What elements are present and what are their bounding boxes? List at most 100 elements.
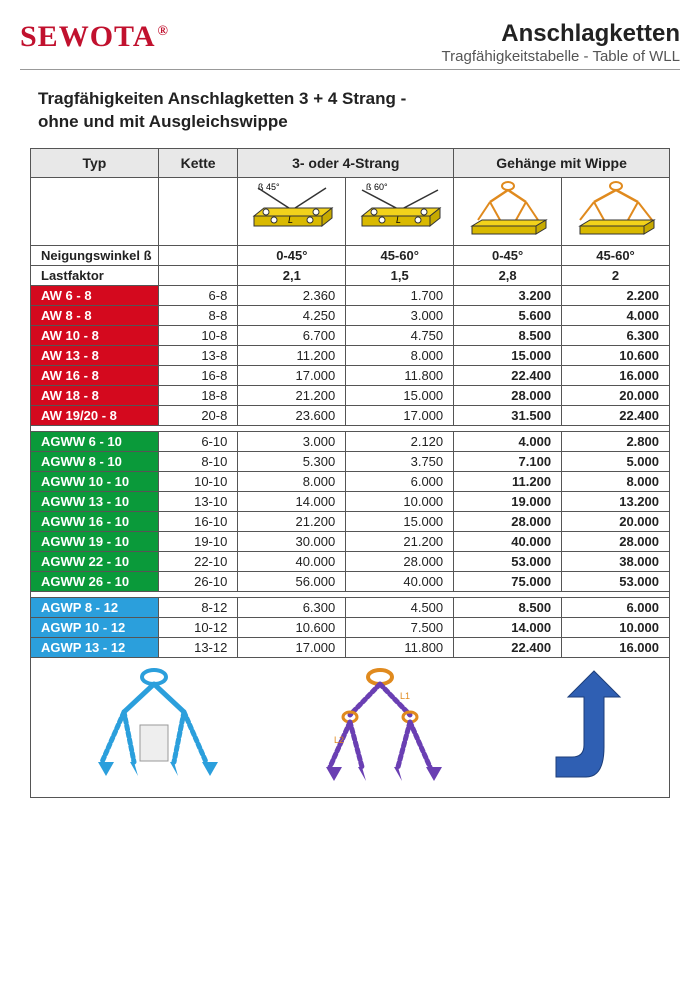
cell-val-bold: 28.000: [454, 511, 562, 531]
cell-val: 4.750: [346, 325, 454, 345]
cell-val-bold: 15.000: [454, 345, 562, 365]
table-row: AGWP 13 - 1213-1217.00011.80022.40016.00…: [31, 637, 670, 657]
cell-typ: AGWW 22 - 10: [31, 551, 159, 571]
cell-val: 23.600: [238, 405, 346, 425]
cell-kette: 16-8: [158, 365, 238, 385]
cell-typ: AGWW 8 - 10: [31, 451, 159, 471]
col-kette: Kette: [158, 148, 238, 177]
cell-val: 8.000: [346, 345, 454, 365]
blank-cell: [158, 265, 238, 285]
angle-row: Neigungswinkel ß 0-45° 45-60° 0-45° 45-6…: [31, 245, 670, 265]
cell-kette: 13-8: [158, 345, 238, 365]
cell-val: 21.200: [346, 531, 454, 551]
svg-text:L: L: [396, 215, 401, 225]
curved-arrow-icon: [526, 667, 626, 787]
cell-val: 6.000: [346, 471, 454, 491]
cell-val-bold: 16.000: [562, 637, 670, 657]
cell-val: 56.000: [238, 571, 346, 591]
lf-a: 2,1: [238, 265, 346, 285]
cell-val: 11.200: [238, 345, 346, 365]
wippe-icon: [460, 180, 556, 240]
cell-val-bold: 53.000: [454, 551, 562, 571]
lastfaktor-label: Lastfaktor: [31, 265, 159, 285]
angle-b: 45-60°: [346, 245, 454, 265]
cell-val-bold: 3.200: [454, 285, 562, 305]
cell-val-bold: 13.200: [562, 491, 670, 511]
cell-val: 4.500: [346, 597, 454, 617]
cell-val: 40.000: [238, 551, 346, 571]
cell-val-bold: 31.500: [454, 405, 562, 425]
table-row: AGWW 22 - 1022-1040.00028.00053.00038.00…: [31, 551, 670, 571]
cell-typ: AGWW 13 - 10: [31, 491, 159, 511]
cell-kette: 13-12: [158, 637, 238, 657]
page-title: Anschlagketten: [442, 20, 680, 48]
cell-val-bold: 16.000: [562, 365, 670, 385]
blank-cell: [31, 177, 159, 245]
col-typ: Typ: [31, 148, 159, 177]
cell-val: 30.000: [238, 531, 346, 551]
cell-val-bold: 14.000: [454, 617, 562, 637]
lf-d: 2: [562, 265, 670, 285]
cell-val-bold: 38.000: [562, 551, 670, 571]
cell-kette: 10-10: [158, 471, 238, 491]
wll-table: Typ Kette 3- oder 4-Strang Gehänge mit W…: [30, 148, 670, 658]
cell-val-bold: 19.000: [454, 491, 562, 511]
table-row: AGWP 8 - 128-126.3004.5008.5006.000: [31, 597, 670, 617]
angle-label: Neigungswinkel ß: [31, 245, 159, 265]
table-row: AGWW 6 - 106-103.0002.1204.0002.800: [31, 431, 670, 451]
cell-kette: 8-8: [158, 305, 238, 325]
cell-val-bold: 28.000: [562, 531, 670, 551]
table-row: AGWW 26 - 1026-1056.00040.00075.00053.00…: [31, 571, 670, 591]
cell-val-bold: 8.000: [562, 471, 670, 491]
page-header: SEWOTA® Anschlagketten Tragfähigkeitstab…: [20, 20, 680, 70]
cell-typ: AW 10 - 8: [31, 325, 159, 345]
wippe-icon: [568, 180, 664, 240]
cell-kette: 13-10: [158, 491, 238, 511]
cell-val: 3.000: [238, 431, 346, 451]
cell-val: 17.000: [238, 365, 346, 385]
footer-illustration: L1 L2: [30, 658, 670, 798]
cell-val-bold: 4.000: [562, 305, 670, 325]
cell-typ: AW 6 - 8: [31, 285, 159, 305]
cell-kette: 8-12: [158, 597, 238, 617]
cell-val: 5.300: [238, 451, 346, 471]
angle-label: ß 60°: [366, 182, 388, 192]
cell-val: 21.200: [238, 385, 346, 405]
diagram-45-plate: ß 45° L: [238, 177, 346, 245]
cell-val-bold: 20.000: [562, 385, 670, 405]
cell-kette: 26-10: [158, 571, 238, 591]
svg-text:L2: L2: [334, 735, 344, 745]
table-row: AW 6 - 86-82.3601.7003.2002.200: [31, 285, 670, 305]
cell-kette: 10-8: [158, 325, 238, 345]
col-wippe: Gehänge mit Wippe: [454, 148, 670, 177]
table-row: AGWW 8 - 108-105.3003.7507.1005.000: [31, 451, 670, 471]
title-line-2: ohne und mit Ausgleichswippe: [38, 112, 288, 131]
table-row: AW 18 - 818-821.20015.00028.00020.000: [31, 385, 670, 405]
plate-icon: ß 60° L: [352, 180, 448, 240]
cell-val: 11.800: [346, 637, 454, 657]
table-row: AGWW 19 - 1019-1030.00021.20040.00028.00…: [31, 531, 670, 551]
cell-typ: AW 19/20 - 8: [31, 405, 159, 425]
cell-kette: 19-10: [158, 531, 238, 551]
table-row: AGWW 10 - 1010-108.0006.00011.2008.000: [31, 471, 670, 491]
cell-val-bold: 10.000: [562, 617, 670, 637]
cell-typ: AGWP 10 - 12: [31, 617, 159, 637]
cell-typ: AW 13 - 8: [31, 345, 159, 365]
col-34strang: 3- oder 4-Strang: [238, 148, 454, 177]
cell-kette: 6-8: [158, 285, 238, 305]
cell-val-bold: 22.400: [562, 405, 670, 425]
cell-val: 14.000: [238, 491, 346, 511]
cell-val-bold: 7.100: [454, 451, 562, 471]
cell-val-bold: 75.000: [454, 571, 562, 591]
diagram-45-wippe: [454, 177, 562, 245]
cell-val: 7.500: [346, 617, 454, 637]
brand-text: SEWOTA: [20, 20, 155, 53]
cell-val-bold: 10.600: [562, 345, 670, 365]
chain-sling-blue-icon: [74, 667, 234, 787]
cell-val: 2.360: [238, 285, 346, 305]
cell-val-bold: 22.400: [454, 637, 562, 657]
cell-typ: AW 16 - 8: [31, 365, 159, 385]
cell-kette: 8-10: [158, 451, 238, 471]
cell-val: 28.000: [346, 551, 454, 571]
table-body: AW 6 - 86-82.3601.7003.2002.200AW 8 - 88…: [31, 285, 670, 657]
